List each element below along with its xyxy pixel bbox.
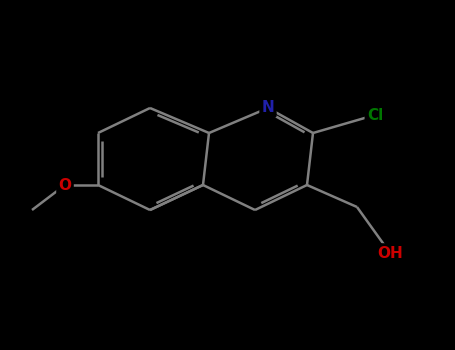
Text: N: N [262, 100, 274, 116]
Text: O: O [59, 177, 71, 192]
Text: Cl: Cl [367, 107, 383, 122]
Text: OH: OH [377, 245, 403, 260]
